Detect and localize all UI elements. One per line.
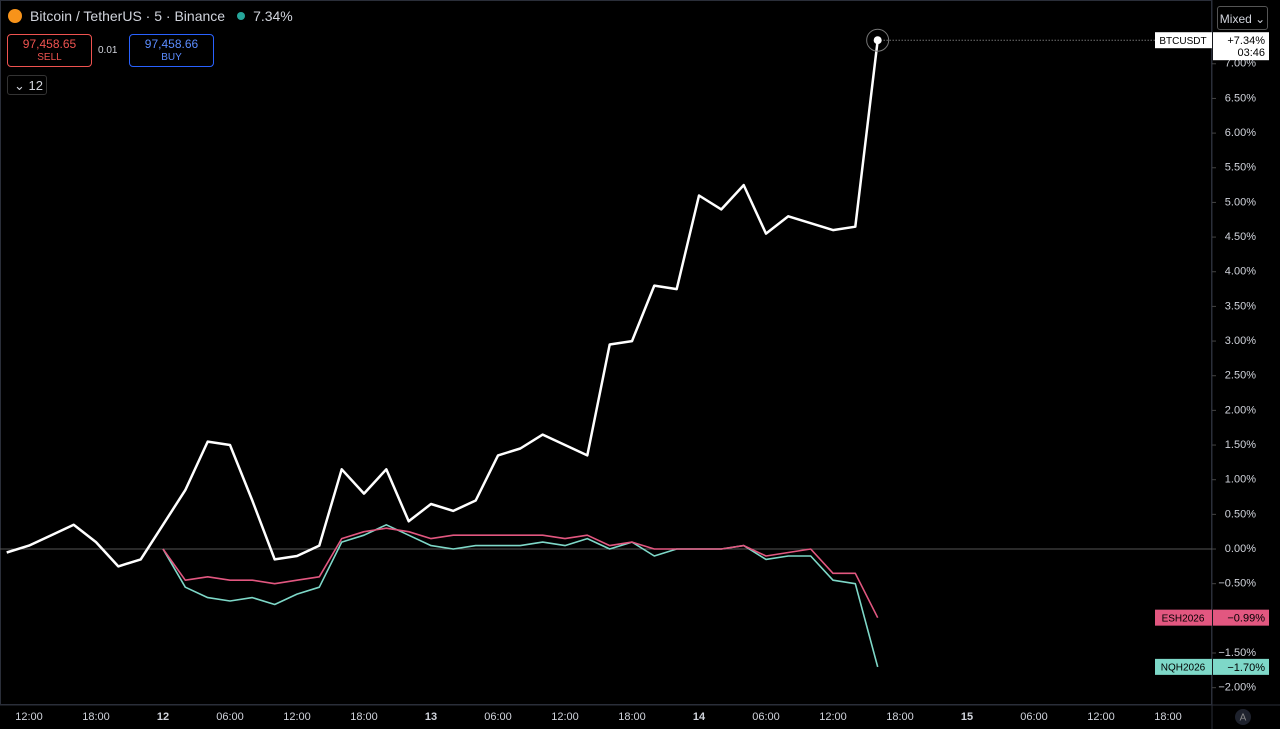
countdown: 03:46 bbox=[1237, 47, 1265, 59]
y-tick-label: 4.00% bbox=[1225, 266, 1256, 278]
y-tick-label: 2.00% bbox=[1225, 404, 1256, 416]
y-tick-label: 3.00% bbox=[1225, 335, 1256, 347]
last-point bbox=[873, 36, 882, 45]
x-tick-label: 06:00 bbox=[216, 711, 244, 723]
quantity: 12 bbox=[28, 78, 43, 93]
series-line bbox=[162, 527, 879, 619]
legend-entry: BTCUSDT bbox=[1159, 36, 1206, 47]
x-tick-label: 12:00 bbox=[15, 711, 43, 723]
x-tick-label: 12:00 bbox=[283, 711, 311, 723]
coin-icon bbox=[8, 9, 22, 23]
y-tick-label: 6.50% bbox=[1225, 92, 1256, 104]
status-dot bbox=[237, 12, 246, 20]
x-tick-label: 18:00 bbox=[1154, 711, 1182, 723]
series-line bbox=[6, 40, 879, 568]
sell-price: 97,458.65 bbox=[22, 37, 77, 51]
y-tick-label: 0.50% bbox=[1225, 508, 1256, 520]
x-tick-label: 14 bbox=[693, 711, 706, 723]
y-tick-label: −1.50% bbox=[1218, 647, 1256, 659]
x-tick-label: 12:00 bbox=[819, 711, 847, 723]
spread: 0.01 bbox=[98, 45, 118, 56]
buy-label: BUY bbox=[161, 52, 182, 63]
y-tick-label: 1.00% bbox=[1225, 474, 1256, 486]
y-tick-label: 0.00% bbox=[1225, 543, 1256, 555]
x-tick-label: 18:00 bbox=[618, 711, 646, 723]
plot-border bbox=[0, 0, 1212, 705]
x-tick-label: 12:00 bbox=[551, 711, 579, 723]
last-point-halo bbox=[866, 28, 890, 52]
x-tick-label: 06:00 bbox=[752, 711, 780, 723]
x-tick-label: 13 bbox=[425, 711, 437, 723]
value-label: +7.34% bbox=[1227, 35, 1265, 47]
x-tick-label: 18:00 bbox=[886, 711, 914, 723]
scale-mode: Mixed ⌄ bbox=[1219, 12, 1266, 26]
x-tick-label: 18:00 bbox=[82, 711, 110, 723]
legend-badge bbox=[1155, 609, 1212, 626]
y-tick-label: 1.50% bbox=[1225, 439, 1256, 451]
symbol: Bitcoin / TetherUS · 5 · Binance bbox=[30, 8, 226, 24]
sell-label: SELL bbox=[37, 52, 62, 63]
scale-mode-button[interactable]: Mixed ⌄ bbox=[1217, 6, 1268, 30]
y-tick-label: 4.50% bbox=[1225, 231, 1256, 243]
x-tick-label: 12 bbox=[157, 711, 169, 723]
buy-price: 97,458.66 bbox=[144, 37, 199, 51]
header: Bitcoin / TetherUS · 5 · Binance 7.34% bbox=[8, 8, 293, 24]
legend-badge bbox=[1155, 658, 1212, 675]
quantity-select[interactable]: ⌄ 12 bbox=[7, 75, 47, 95]
x-tick-label: 06:00 bbox=[484, 711, 512, 723]
y-tick-label: 5.00% bbox=[1225, 196, 1256, 208]
x-tick-label: 06:00 bbox=[1020, 711, 1048, 723]
y-tick-label: 5.50% bbox=[1225, 162, 1256, 174]
y-tick-label: 7.00% bbox=[1225, 58, 1256, 70]
auto-scale-label: A bbox=[1240, 713, 1247, 724]
y-tick-label: 6.00% bbox=[1225, 127, 1256, 139]
value-label: −0.99% bbox=[1227, 613, 1265, 625]
auto-scale-button[interactable] bbox=[1235, 709, 1251, 725]
buy-button[interactable]: 97,458.66 BUY bbox=[129, 34, 214, 67]
value-label: −1.70% bbox=[1227, 662, 1265, 674]
x-tick-label: 18:00 bbox=[350, 711, 378, 723]
value-badge bbox=[1213, 609, 1269, 626]
x-tick-label: 12:00 bbox=[1087, 711, 1115, 723]
value-badge bbox=[1213, 658, 1269, 675]
y-tick-label: 2.50% bbox=[1225, 370, 1256, 382]
series-line bbox=[162, 524, 879, 668]
y-tick-label: −0.50% bbox=[1218, 578, 1256, 590]
legend-entry: NQH2026 bbox=[1161, 663, 1206, 674]
legend-badge bbox=[1155, 32, 1212, 49]
sell-button[interactable]: 97,458.65 SELL bbox=[7, 34, 92, 67]
legend-entry: ESH2026 bbox=[1162, 613, 1205, 624]
value-badge bbox=[1213, 32, 1269, 61]
x-tick-label: 15 bbox=[961, 711, 973, 723]
change: 7.34% bbox=[253, 8, 293, 24]
y-tick-label: −2.00% bbox=[1218, 682, 1256, 694]
y-tick-label: 3.50% bbox=[1225, 300, 1256, 312]
